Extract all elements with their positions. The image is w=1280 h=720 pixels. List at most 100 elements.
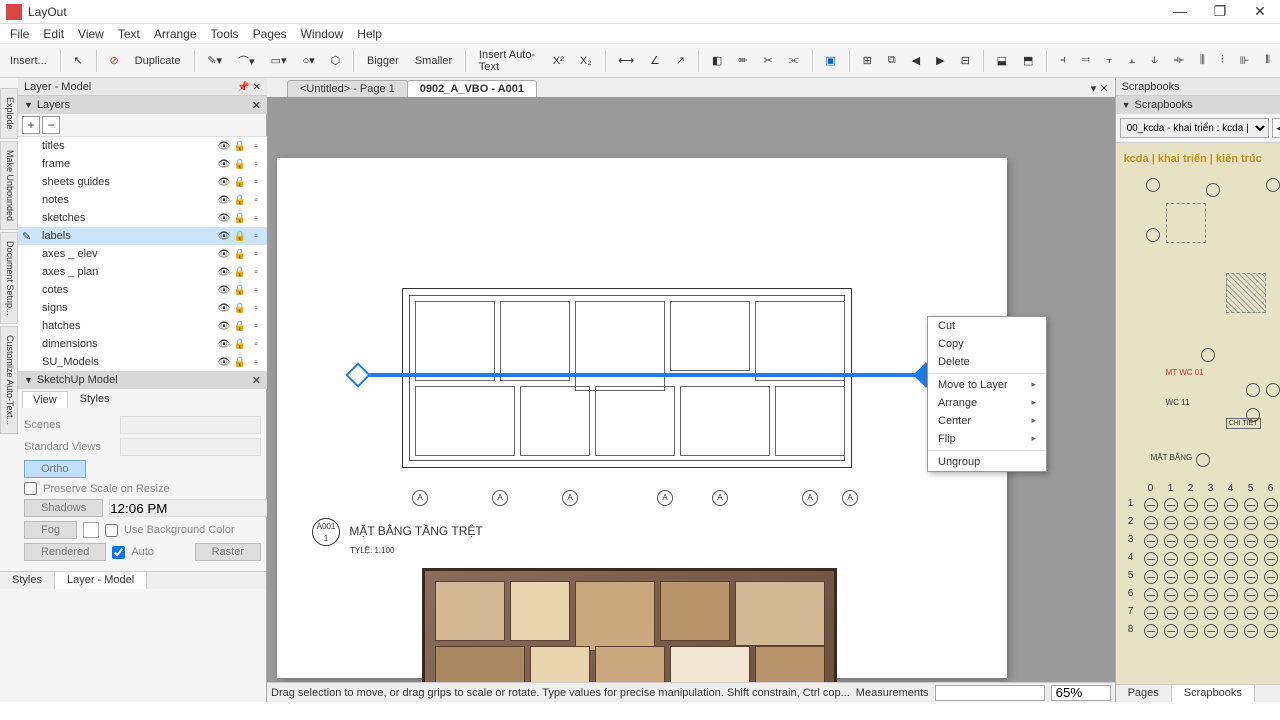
layer-row[interactable]: ✎frame👁🔒▫: [18, 155, 267, 173]
tab-layer-bottom[interactable]: Layer - Model: [55, 572, 147, 589]
prev-page-icon[interactable]: ◀: [906, 51, 926, 70]
layer-row[interactable]: ✎axes _ elev👁🔒▫: [18, 245, 267, 263]
subscript-icon[interactable]: X₂: [574, 52, 598, 70]
sb-symbol-cell[interactable]: [1164, 498, 1178, 512]
cm-copy[interactable]: Copy: [928, 335, 1046, 353]
angle-icon[interactable]: ∠: [644, 51, 666, 70]
sb-symbol-cell[interactable]: [1164, 552, 1178, 566]
sub-close-icon[interactable]: ✕: [252, 99, 261, 112]
close-button[interactable]: ✕: [1246, 3, 1274, 20]
sb-symbol-cell[interactable]: [1264, 516, 1278, 530]
grid-bubble[interactable]: A: [562, 490, 578, 506]
sb-symbol-cell[interactable]: [1164, 570, 1178, 584]
tab-dropdown-icon[interactable]: ▾ ✕: [1085, 80, 1115, 97]
menu-window[interactable]: Window: [295, 25, 350, 43]
next-page-icon[interactable]: ▶: [930, 51, 950, 70]
sb-symbol-cell[interactable]: [1224, 516, 1238, 530]
maximize-button[interactable]: ❐: [1206, 3, 1234, 20]
layer-row[interactable]: ✎sheets guides👁🔒▫: [18, 173, 267, 191]
menu-text[interactable]: Text: [112, 25, 146, 43]
grid-bubble[interactable]: A: [412, 490, 428, 506]
fog-color-swatch[interactable]: [83, 522, 99, 538]
align-bottom-icon[interactable]: ⫠: [1123, 51, 1142, 70]
zoom-select[interactable]: [1051, 685, 1111, 701]
tab-active-doc[interactable]: 0902_A_VBO - A001: [407, 80, 537, 97]
floorplan-lineart[interactable]: [402, 288, 852, 468]
sb-symbol-cell[interactable]: [1224, 534, 1238, 548]
circle-tool-icon[interactable]: ○▾: [296, 51, 320, 70]
menu-arrange[interactable]: Arrange: [148, 25, 203, 43]
style-icon[interactable]: ✏: [732, 51, 753, 70]
close-panel-icon[interactable]: ✕: [253, 82, 261, 93]
vtab-autotext[interactable]: Customize Auto-Text...: [0, 326, 18, 434]
join-icon[interactable]: ⫘: [783, 51, 805, 70]
sb-symbol-cell[interactable]: [1144, 534, 1158, 548]
delete-icon[interactable]: ⊘: [103, 51, 124, 70]
insert-button[interactable]: Insert...: [4, 52, 53, 70]
sb-symbol-cell[interactable]: [1224, 552, 1238, 566]
share-icon[interactable]: ▫: [249, 195, 263, 206]
lock-icon[interactable]: 🔒: [233, 285, 247, 296]
sub-close-icon[interactable]: ✕: [252, 374, 261, 387]
sb-symbol-cell[interactable]: [1164, 588, 1178, 602]
layer-row[interactable]: ✎notes👁🔒▫: [18, 191, 267, 209]
sb-symbol-cell[interactable]: [1244, 552, 1258, 566]
cm-arrange[interactable]: Arrange▸: [928, 394, 1046, 412]
menu-edit[interactable]: Edit: [37, 25, 70, 43]
menu-tools[interactable]: Tools: [205, 25, 245, 43]
tab-styles-bottom[interactable]: Styles: [0, 572, 55, 589]
pen-tool-icon[interactable]: ✎▾: [201, 51, 228, 70]
grid-bubble[interactable]: A: [492, 490, 508, 506]
section-handle-left[interactable]: [345, 362, 370, 387]
stdviews-select[interactable]: [120, 438, 261, 456]
sb-symbol-cell[interactable]: [1204, 516, 1218, 530]
label-icon[interactable]: ↗: [670, 51, 691, 70]
split-icon[interactable]: ✂: [758, 51, 779, 70]
sb-symbol-cell[interactable]: [1164, 624, 1178, 638]
share-icon[interactable]: ▫: [249, 303, 263, 314]
raster-select[interactable]: Raster: [195, 543, 261, 561]
add-layer-button[interactable]: +: [22, 116, 40, 134]
floorplan-rendered[interactable]: [422, 568, 837, 682]
align-center-v-icon[interactable]: ⫝: [1145, 51, 1164, 70]
vtab-unbounded[interactable]: Make Unbounded: [0, 141, 18, 230]
visibility-icon[interactable]: 👁: [217, 231, 231, 242]
rect-tool-icon[interactable]: ▭▾: [265, 51, 293, 70]
share-icon[interactable]: ▫: [249, 177, 263, 188]
sb-symbol-cell[interactable]: [1144, 516, 1158, 530]
visibility-icon[interactable]: 👁: [217, 357, 231, 368]
menu-help[interactable]: Help: [351, 25, 388, 43]
sb-symbol-cell[interactable]: [1184, 552, 1198, 566]
share-icon[interactable]: ▫: [249, 249, 263, 260]
lock-icon[interactable]: 🔒: [233, 339, 247, 350]
layer-row[interactable]: ✎SU_Models👁🔒▫: [18, 353, 267, 371]
share-icon[interactable]: ▫: [249, 285, 263, 296]
layer-row[interactable]: ✎axes _ plan👁🔒▫: [18, 263, 267, 281]
sb-symbol-cell[interactable]: [1264, 498, 1278, 512]
lock-icon[interactable]: 🔒: [233, 249, 247, 260]
tab-styles[interactable]: Styles: [70, 391, 120, 408]
visibility-icon[interactable]: 👁: [217, 249, 231, 260]
poly-tool-icon[interactable]: ⬡: [325, 51, 347, 70]
shadows-button[interactable]: Shadows: [24, 499, 103, 517]
dup-page-icon[interactable]: ⧉: [882, 51, 902, 70]
del-page-icon[interactable]: ⊟: [955, 51, 976, 70]
sb-symbol-cell[interactable]: [1164, 534, 1178, 548]
move-back-icon[interactable]: ⬓: [991, 51, 1013, 70]
sb-symbol-cell[interactable]: [1164, 516, 1178, 530]
sb-symbol-cell[interactable]: [1204, 624, 1218, 638]
lock-icon[interactable]: 🔒: [233, 195, 247, 206]
bigger-button[interactable]: Bigger: [361, 52, 405, 70]
auto-checkbox[interactable]: [112, 546, 125, 559]
smaller-button[interactable]: Smaller: [409, 52, 458, 70]
sb-symbol-cell[interactable]: [1144, 606, 1158, 620]
bgcolor-checkbox[interactable]: [105, 524, 118, 537]
share-icon[interactable]: ▫: [249, 339, 263, 350]
tab-pages-bottom[interactable]: Pages: [1116, 685, 1172, 702]
sb-symbol-cell[interactable]: [1264, 606, 1278, 620]
visibility-icon[interactable]: 👁: [217, 267, 231, 278]
sb-symbol-cell[interactable]: [1264, 624, 1278, 638]
align-top-icon[interactable]: ⫟: [1100, 51, 1119, 70]
lock-icon[interactable]: 🔒: [233, 303, 247, 314]
add-page-icon[interactable]: ⊞: [857, 51, 878, 70]
